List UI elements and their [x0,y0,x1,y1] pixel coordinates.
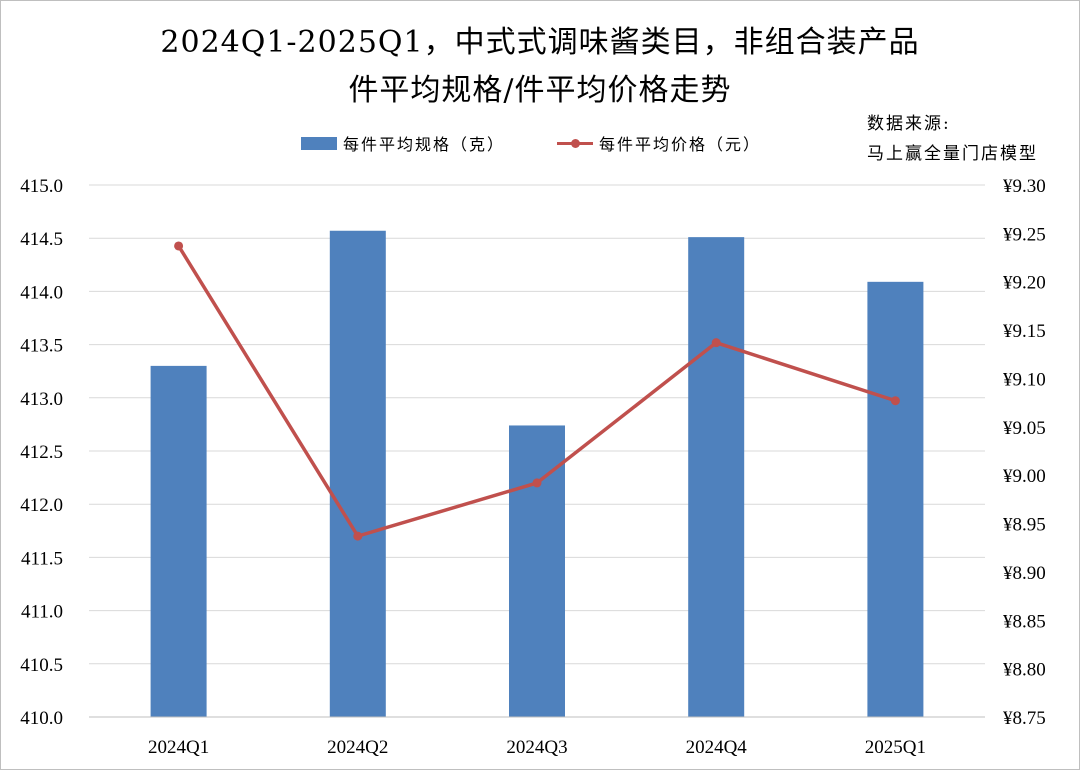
legend: 每件平均规格（克） 每件平均价格（元） [301,129,813,157]
data-source-note: 数据来源: 马上赢全量门店模型 [867,109,1038,169]
y-left-tick-label: 413.5 [20,336,63,357]
y-right-tick-label: ¥8.80 [1003,660,1046,681]
y-right-tick-label: ¥9.05 [1003,418,1046,439]
chart-subtitle: 件平均规格/件平均价格走势 [348,73,732,108]
y-left-tick-label: 412.0 [20,495,63,516]
y-left-tick-label: 414.0 [20,282,63,303]
chart-title: 2024Q1-2025Q1，中式式调味酱类目，非组合装产品 [160,25,920,60]
x-tick-label: 2024Q4 [686,737,748,758]
legend-bar-swatch [301,136,337,150]
x-tick-label: 2025Q1 [865,737,926,758]
legend-bar-label: 每件平均规格（克） [343,135,506,154]
price-point [532,478,542,488]
y-right-tick-label: ¥9.00 [1003,466,1046,487]
y-left-tick-label: 411.5 [21,548,63,569]
y-right-tick-label: ¥9.20 [1003,273,1046,294]
source-line-2: 马上赢全量门店模型 [867,144,1038,164]
legend-item-bar: 每件平均规格（克） [301,131,505,155]
price-point [174,241,184,251]
y-right-tick-label: ¥9.25 [1003,224,1046,245]
y-left-tick-label: 410.0 [20,708,63,729]
y-left-tick-label: 414.5 [20,229,63,250]
legend-line-swatch [557,138,594,148]
y-right-tick-label: ¥8.90 [1003,563,1046,584]
x-tick-label: 2024Q2 [327,737,388,758]
price-point [711,338,721,348]
bar [867,281,924,717]
source-line-1: 数据来源: [867,114,951,134]
y-right-tick-label: ¥9.10 [1003,369,1046,390]
x-tick-label: 2024Q1 [148,737,209,758]
bar [688,237,745,718]
y-left-tick-label: 415.0 [20,176,63,197]
y-left-tick-label: 411.0 [21,602,63,623]
y-right-tick-label: ¥8.75 [1003,708,1046,729]
bar [509,425,565,717]
y-left-tick-label: 413.0 [20,389,63,410]
y-right-tick-label: ¥9.15 [1003,321,1046,342]
bar [329,230,386,717]
y-right-tick-label: ¥8.95 [1003,515,1046,536]
y-left-tick-label: 412.5 [20,442,63,463]
legend-item-line: 每件平均价格（元） [557,131,761,155]
price-point [353,531,363,541]
y-right-tick-label: ¥8.85 [1003,611,1046,632]
bar [150,365,207,717]
y-left-tick-label: 410.5 [20,655,63,676]
y-right-tick-label: ¥9.30 [1003,176,1046,197]
legend-line-label: 每件平均价格（元） [599,135,762,154]
x-tick-label: 2024Q3 [506,737,567,758]
price-point [890,396,900,406]
